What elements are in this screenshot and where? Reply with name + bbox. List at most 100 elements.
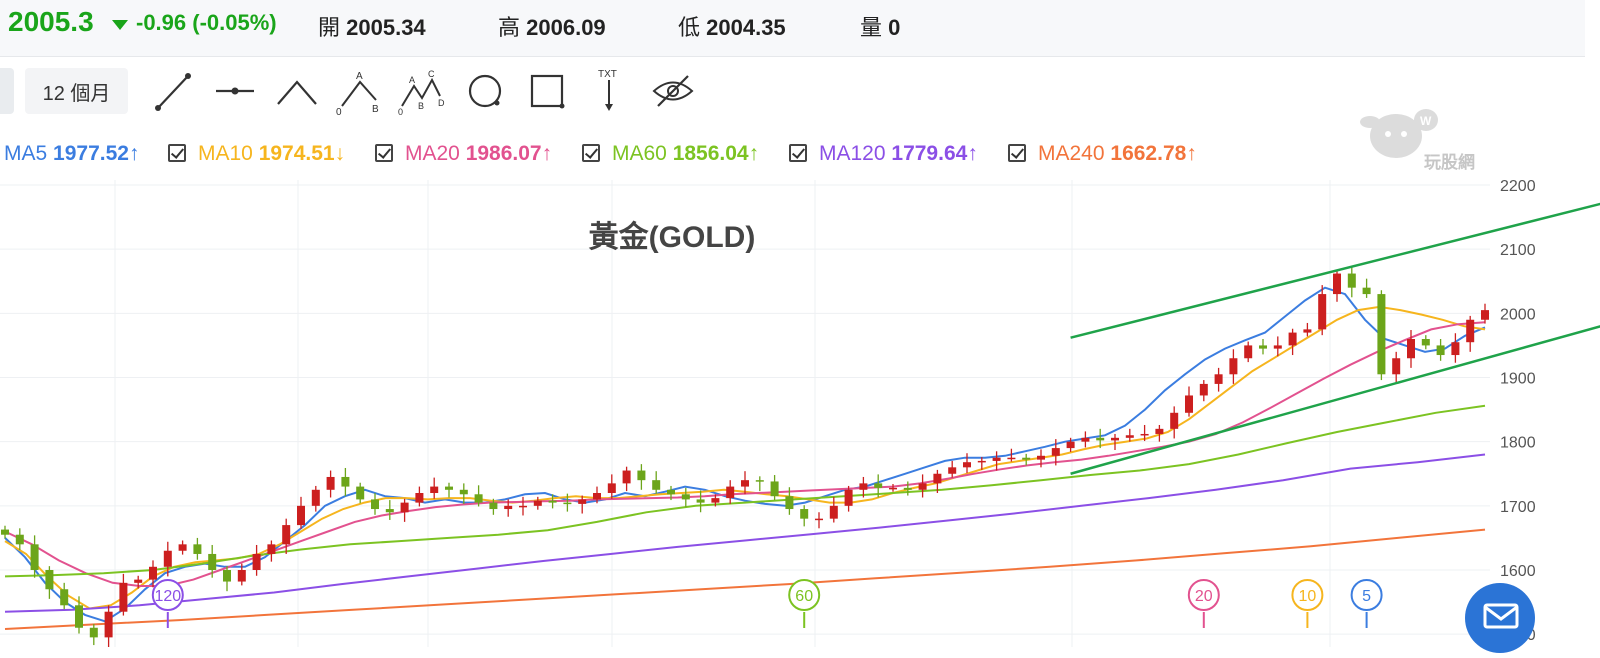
candle — [889, 484, 897, 492]
ma60-value: 1856.04 — [672, 142, 749, 165]
legend-ma120: MA120 1779.64↑ — [819, 142, 978, 166]
low-label: 低 — [678, 15, 701, 40]
candle — [297, 496, 305, 529]
candle — [371, 493, 379, 515]
candle — [992, 451, 1001, 471]
legend-ma5: MA5 1977.52↑ — [4, 142, 139, 166]
ma5-value: 1977.52 — [53, 142, 129, 165]
candle — [667, 485, 675, 501]
candle — [60, 582, 69, 610]
candle — [430, 477, 439, 499]
range-button-previous[interactable] — [0, 68, 14, 114]
horizontal-line-icon[interactable] — [210, 66, 260, 116]
y-tick-label: 2000 — [1500, 306, 1536, 323]
wantgoo-bull-logo: W — [1360, 109, 1438, 158]
candle — [119, 573, 128, 616]
ma120-checkbox[interactable] — [789, 144, 807, 162]
ma10-direction: ↓ — [334, 142, 346, 165]
candles — [1, 267, 1489, 647]
ma5-name: MA5 — [4, 142, 48, 165]
candle — [252, 544, 261, 576]
candle — [341, 467, 350, 497]
gold-candlestick-chart[interactable]: 22002100200019001800170016001500 1206020… — [0, 180, 1600, 647]
ma10-checkbox[interactable] — [168, 144, 186, 162]
candle — [1140, 424, 1149, 442]
candle — [1066, 437, 1075, 452]
svg-text:120: 120 — [154, 588, 181, 605]
ma-marker-60: 60 — [788, 579, 821, 628]
y-tick-label: 1700 — [1500, 499, 1536, 516]
low-price: 低 2004.35 — [678, 10, 786, 42]
candle — [1185, 386, 1193, 417]
text-tool-icon[interactable]: TXT — [584, 66, 634, 116]
candle — [89, 623, 98, 646]
svg-text:TXT: TXT — [598, 69, 617, 80]
candle — [607, 474, 616, 499]
candle — [1407, 330, 1415, 368]
envelope-icon — [1483, 603, 1519, 629]
ma20-name: MA20 — [405, 142, 460, 165]
trend-line-icon[interactable] — [148, 66, 198, 116]
message-button[interactable] — [1465, 583, 1535, 653]
open-price: 開 2005.34 — [318, 10, 426, 42]
candle — [149, 560, 157, 588]
candle — [1155, 424, 1164, 442]
candle — [637, 464, 646, 490]
svg-text:0: 0 — [336, 107, 342, 116]
channel-lines — [1070, 202, 1600, 475]
ma10-name: MA10 — [198, 142, 253, 165]
candle — [504, 499, 513, 517]
candle — [223, 566, 231, 592]
candle — [1096, 428, 1105, 449]
candle — [1037, 449, 1045, 468]
candle — [193, 537, 202, 560]
ma60-direction: ↑ — [748, 142, 760, 165]
abcd-pattern-icon[interactable]: A C 0 B D — [396, 66, 446, 116]
legend-ma60: MA60 1856.04↑ — [612, 142, 759, 166]
candle — [208, 544, 217, 578]
candle — [1, 525, 9, 539]
svg-text:B: B — [418, 101, 424, 111]
candle — [311, 485, 320, 512]
ma60-line — [4, 404, 1486, 578]
candle — [237, 563, 246, 586]
ma120-line — [4, 453, 1486, 613]
circle-icon[interactable] — [460, 66, 510, 116]
ma20-checkbox[interactable] — [375, 144, 393, 162]
y-axis: 22002100200019001800170016001500 — [1500, 180, 1536, 644]
ma-legend: MA5 1977.52↑ MA10 1974.51↓ MA20 1986.07↑… — [0, 136, 1330, 172]
peak-line-icon[interactable] — [272, 66, 322, 116]
volume-label: 量 — [860, 15, 883, 40]
candle — [844, 485, 853, 512]
low-value: 2004.35 — [706, 15, 786, 40]
y-tick-label: 1900 — [1500, 371, 1536, 388]
candle — [593, 486, 601, 504]
hide-drawings-icon[interactable] — [648, 66, 698, 116]
rectangle-icon[interactable] — [522, 66, 572, 116]
candle — [948, 460, 957, 478]
abc-pattern-icon[interactable]: A 0 B — [334, 66, 384, 116]
volume: 量 0 — [860, 10, 900, 42]
candle — [1362, 278, 1371, 298]
ma-marker-20: 20 — [1187, 579, 1220, 628]
candle — [1451, 333, 1460, 363]
down-triangle-icon — [112, 20, 128, 30]
ma120-direction: ↑ — [967, 142, 978, 165]
candle — [933, 469, 942, 493]
range-12-months-button[interactable]: 12 個月 — [25, 68, 128, 114]
ma60-checkbox[interactable] — [582, 144, 600, 162]
ma240-name: MA240 — [1038, 142, 1105, 165]
svg-text:W: W — [1420, 114, 1432, 128]
candle — [963, 453, 971, 474]
candle — [385, 500, 394, 520]
ma240-direction: ↑ — [1186, 142, 1197, 165]
candle — [1421, 335, 1430, 350]
y-tick-label: 1800 — [1500, 435, 1536, 452]
ma240-checkbox[interactable] — [1008, 144, 1026, 162]
svg-text:B: B — [372, 104, 379, 115]
legend-ma10: MA10 1974.51↓ — [198, 142, 345, 166]
open-value: 2005.34 — [346, 15, 426, 40]
legend-ma20: MA20 1986.07↑ — [405, 142, 552, 166]
drawing-toolbar: 12 個月 A 0 B A C 0 B D TXT — [0, 60, 1585, 124]
candle — [1244, 341, 1253, 363]
